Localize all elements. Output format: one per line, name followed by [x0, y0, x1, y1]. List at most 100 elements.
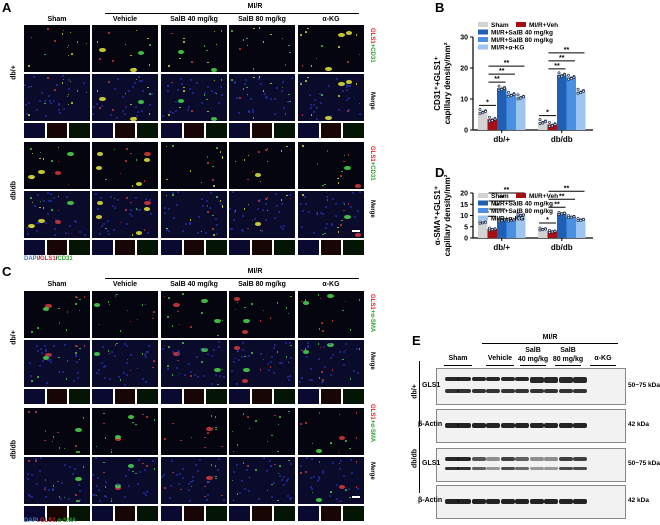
dapi-nucleus	[165, 229, 168, 232]
signal-spot	[57, 160, 60, 163]
dapi-nucleus	[206, 498, 209, 501]
bar	[487, 229, 497, 238]
dapi-nucleus	[124, 343, 127, 346]
signal-spot	[58, 322, 61, 324]
data-point	[541, 121, 545, 125]
signal-spot	[180, 439, 182, 442]
dapi-nucleus	[250, 97, 253, 100]
signal-spot	[210, 415, 213, 417]
panel-c-row-dbplus: db/+	[10, 330, 18, 345]
dapi-nucleus	[184, 373, 187, 376]
protein-band	[472, 499, 486, 504]
micrograph-split-channel	[229, 240, 250, 255]
signal-spot	[355, 83, 358, 85]
dapi-nucleus	[149, 199, 152, 202]
dapi-nucleus	[319, 93, 322, 95]
signal-spot	[216, 147, 218, 149]
dapi-nucleus	[246, 469, 249, 472]
signal-spot	[75, 428, 82, 433]
y-axis-label-line1: CD31⁺+GLS1⁺	[433, 56, 442, 110]
bar	[576, 91, 586, 130]
data-point	[519, 96, 523, 100]
dapi-nucleus	[53, 228, 56, 231]
signal-spot	[103, 471, 105, 474]
signal-spot	[307, 76, 309, 79]
signal-spot	[259, 320, 262, 322]
dapi-nucleus	[101, 225, 104, 228]
signal-spot	[317, 343, 320, 345]
dapi-nucleus	[280, 89, 283, 92]
dapi-nucleus	[220, 94, 223, 97]
protein-band	[515, 457, 529, 461]
data-point	[563, 73, 566, 77]
dapi-nucleus	[54, 234, 57, 237]
dapi-nucleus	[306, 342, 309, 345]
dapi-nucleus	[36, 229, 39, 232]
dapi-nucleus	[337, 109, 340, 112]
dapi-nucleus	[324, 226, 327, 229]
dapi-nucleus	[178, 351, 181, 354]
dapi-nucleus	[357, 487, 360, 490]
signal-spot	[83, 345, 86, 347]
dapi-nucleus	[104, 481, 107, 484]
signal-spot	[232, 450, 235, 453]
stain-sep: /	[38, 256, 41, 262]
protein-band	[559, 457, 573, 461]
signal-spot	[143, 229, 146, 231]
dapi-nucleus	[218, 375, 221, 378]
dapi-nucleus	[134, 197, 137, 200]
signal-spot	[217, 334, 219, 337]
signal-spot	[149, 44, 151, 46]
signal-spot	[251, 352, 253, 354]
data-point	[569, 77, 573, 81]
signal-spot	[167, 316, 169, 318]
micrograph-channel	[161, 25, 227, 72]
signal-spot	[168, 346, 170, 348]
panel-c-col-salb40: SalB 40 mg/kg	[170, 281, 218, 288]
protein-band	[530, 467, 544, 470]
channel-red-text: GLS1	[369, 404, 375, 420]
protein-band	[530, 457, 544, 461]
micrograph-split-channel	[69, 389, 90, 404]
blot-membrane	[436, 368, 626, 405]
signal-spot	[201, 347, 208, 352]
dapi-nucleus	[288, 341, 291, 344]
dapi-nucleus	[275, 192, 277, 195]
signal-spot	[343, 209, 345, 212]
signal-spot	[54, 89, 56, 91]
signal-spot	[71, 102, 73, 104]
dapi-nucleus	[180, 77, 183, 80]
signal-spot	[39, 200, 42, 203]
dapi-nucleus	[202, 375, 205, 378]
signal-spot	[358, 348, 361, 350]
signal-spot	[206, 156, 209, 158]
dapi-nucleus	[130, 209, 133, 212]
signal-spot	[338, 413, 341, 416]
signal-spot	[206, 426, 213, 431]
legend-label: MI/R+Veh	[529, 22, 558, 29]
panel-a-letter: A	[2, 0, 12, 15]
signal-spot	[79, 298, 81, 301]
dapi-nucleus	[240, 356, 243, 359]
panel-c-merge-label-1: Merge	[369, 352, 375, 370]
y-tick-label: 20	[460, 66, 468, 73]
dapi-nucleus	[329, 373, 332, 376]
signal-spot	[347, 154, 350, 156]
dapi-nucleus	[24, 83, 27, 86]
dapi-nucleus	[144, 356, 147, 359]
micrograph-channel	[92, 25, 158, 72]
dapi-nucleus	[130, 214, 133, 217]
dapi-nucleus	[339, 460, 342, 463]
signal-spot	[182, 293, 184, 295]
dapi-nucleus	[311, 458, 314, 461]
dapi-nucleus	[260, 229, 263, 232]
signal-spot	[189, 219, 192, 221]
dapi-nucleus	[269, 460, 272, 463]
micrograph-merge	[24, 191, 90, 238]
signal-spot	[103, 422, 105, 425]
panel-c-channel-label-1: GLS1+α-SMA	[369, 294, 375, 332]
y-axis-label-line1: α-SMA⁺+GLS1⁺	[433, 186, 442, 245]
signal-spot	[31, 331, 33, 333]
signal-spot	[114, 295, 117, 297]
signal-spot	[311, 442, 314, 445]
